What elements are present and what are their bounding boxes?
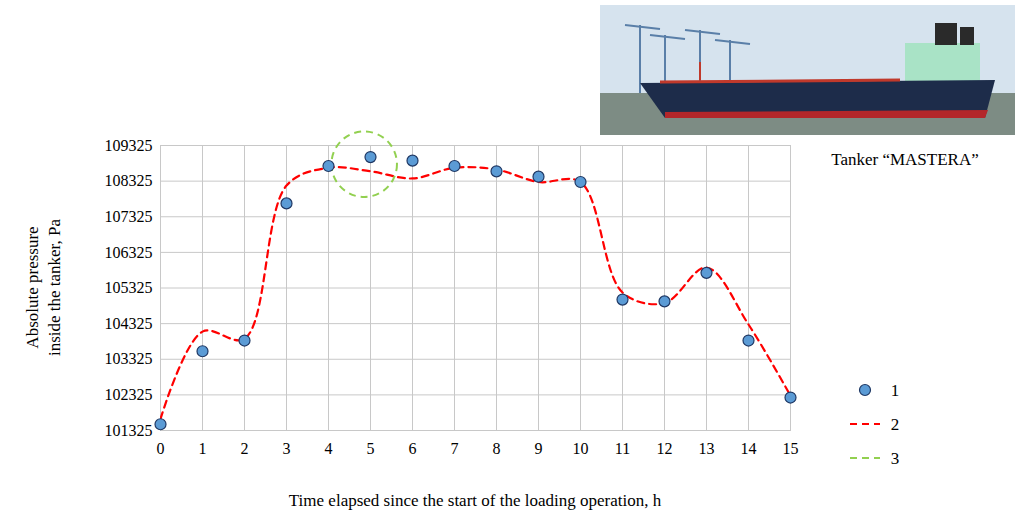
svg-text:104325: 104325 [105, 315, 153, 332]
svg-text:5: 5 [367, 440, 375, 457]
svg-text:109325: 109325 [105, 137, 153, 154]
svg-text:Time elapsed since the start o: Time elapsed since the start of the load… [289, 491, 662, 510]
svg-text:0: 0 [157, 440, 165, 457]
svg-text:Tanker “MASTERA”: Tanker “MASTERA” [831, 150, 979, 169]
svg-text:102325: 102325 [105, 386, 153, 403]
svg-text:4: 4 [325, 440, 333, 457]
svg-text:13: 13 [699, 440, 715, 457]
svg-text:7: 7 [451, 440, 459, 457]
svg-text:105325: 105325 [105, 279, 153, 296]
svg-text:1: 1 [199, 440, 207, 457]
svg-text:6: 6 [409, 440, 417, 457]
svg-text:107325: 107325 [105, 208, 153, 225]
svg-text:3: 3 [891, 449, 900, 468]
svg-text:14: 14 [741, 440, 757, 457]
svg-text:11: 11 [615, 440, 630, 457]
svg-text:108325: 108325 [105, 172, 153, 189]
svg-text:3: 3 [283, 440, 291, 457]
svg-text:9: 9 [535, 440, 543, 457]
svg-text:101325: 101325 [105, 422, 153, 439]
svg-text:1: 1 [891, 381, 900, 400]
svg-text:12: 12 [657, 440, 673, 457]
svg-text:8: 8 [493, 440, 501, 457]
svg-text:10: 10 [573, 440, 589, 457]
svg-text:103325: 103325 [105, 350, 153, 367]
svg-text:2: 2 [241, 440, 249, 457]
svg-text:15: 15 [783, 440, 799, 457]
svg-text:106325: 106325 [105, 243, 153, 260]
svg-text:Absolute pressure: Absolute pressure [23, 226, 42, 348]
svg-text:inside the tanker, Pa: inside the tanker, Pa [45, 218, 64, 356]
svg-text:2: 2 [891, 415, 900, 434]
